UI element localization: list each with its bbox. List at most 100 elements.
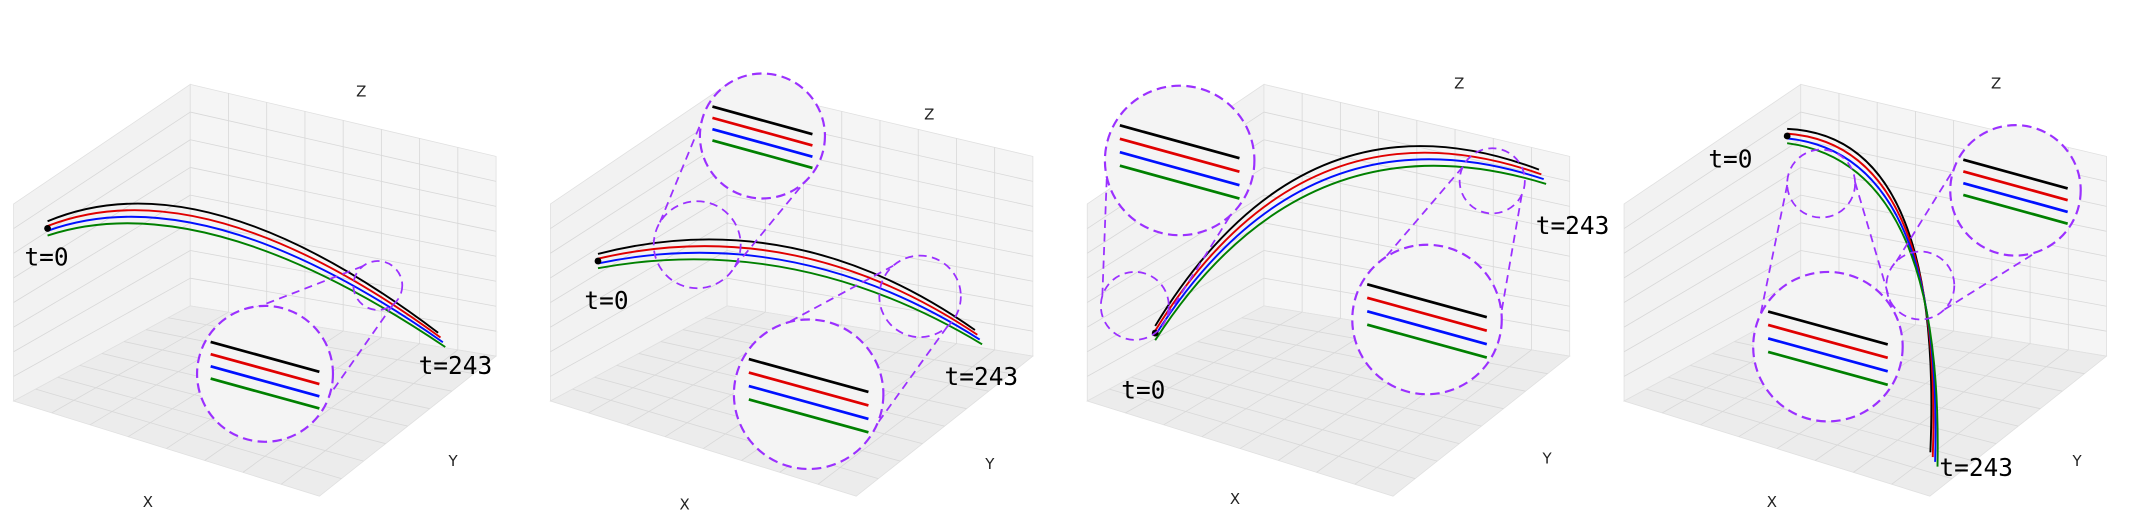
end-label: t=243 — [945, 362, 1019, 391]
zoom-lens — [1351, 243, 1503, 396]
axis-label: X — [143, 493, 153, 511]
zoom-trajectory — [1962, 158, 2069, 190]
trajectory — [597, 238, 976, 331]
zoom-lens — [1949, 124, 2082, 257]
end-label: t=243 — [419, 351, 493, 380]
grid-line — [1623, 194, 1801, 303]
zoom-connector — [733, 167, 817, 268]
grid-line — [1623, 222, 1801, 328]
grid-line — [1853, 343, 2031, 473]
grid-line — [13, 139, 191, 254]
trajectory — [1154, 158, 1545, 336]
grid-line — [1087, 277, 1265, 377]
grid-line — [1814, 336, 1993, 461]
zoom-source — [1786, 148, 1856, 219]
grid-line — [550, 139, 728, 254]
zoom-trajectory — [210, 365, 320, 398]
grid-line — [1087, 194, 1265, 303]
grid-line — [1197, 341, 1504, 410]
zoom-trajectory — [1119, 137, 1240, 173]
grid-line — [190, 277, 497, 332]
grid-line — [550, 194, 728, 303]
zoom-lens — [195, 304, 335, 443]
trajectory — [1787, 137, 1937, 462]
zoom-trajectory — [1366, 323, 1488, 359]
zoom-trajectory — [748, 371, 869, 407]
zoom-trajectory — [1119, 150, 1240, 187]
zoom-connector — [659, 103, 710, 223]
panel: t=0 t=243 X Y Z — [549, 72, 1034, 514]
zoom-trajectory — [712, 116, 813, 147]
zoom-trajectory — [748, 384, 869, 421]
grid-line — [1623, 111, 1801, 229]
panel: t=0 t=243 X Y Z — [12, 83, 498, 511]
zoom-trajectory — [1366, 309, 1488, 346]
zoom-trajectory — [1962, 170, 2069, 202]
start-label: t=0 — [1121, 376, 1165, 405]
axis-label: X — [1767, 493, 1777, 511]
grid-line — [1354, 349, 1532, 485]
zoom-source — [352, 260, 404, 311]
zoom-trajectory — [1767, 323, 1889, 360]
grid-line — [280, 349, 459, 485]
grid-line — [550, 277, 728, 377]
axis-label: Y — [984, 455, 995, 473]
grid-line — [1891, 349, 2069, 485]
zoom-lens — [1103, 84, 1256, 237]
zoom-trajectory — [210, 377, 320, 410]
start-label: t=0 — [24, 242, 68, 271]
zoom-trajectory — [210, 340, 320, 374]
grid-line — [13, 194, 191, 303]
trajectory — [1787, 132, 1935, 458]
trajectory — [47, 202, 439, 334]
trajectory — [1154, 151, 1542, 332]
trajectory — [1154, 164, 1547, 341]
panel: t=0 t=243 X Y Z — [1086, 74, 1609, 508]
zoom-source — [1099, 271, 1170, 341]
zoom-trajectory — [1767, 310, 1889, 346]
axis-label: Y — [447, 452, 458, 470]
zoom-trajectory — [748, 398, 869, 434]
grid-line — [190, 222, 497, 282]
grid-line — [13, 167, 191, 279]
axis-label: Z — [1454, 74, 1464, 92]
grid-line — [817, 349, 995, 485]
axis-label: Z — [924, 106, 934, 124]
grid-line — [13, 111, 191, 229]
trajectory — [597, 245, 978, 336]
axis-label: Z — [356, 83, 366, 101]
grid-line — [1623, 167, 1801, 279]
zoom-trajectory — [1366, 283, 1488, 319]
start-label: t=0 — [1708, 144, 1752, 173]
grid-line — [1623, 139, 1801, 254]
zoom-trajectory — [1119, 164, 1240, 200]
zoom-lens — [698, 72, 827, 200]
axis-label: X — [680, 496, 690, 514]
zoom-trajectory — [748, 357, 869, 394]
zoom-trajectory — [1767, 350, 1889, 387]
axis-label: Y — [2072, 452, 2083, 470]
start-point — [594, 257, 602, 265]
grid-line — [13, 250, 191, 353]
zoom-trajectory — [712, 105, 813, 136]
zoom-trajectory — [1962, 193, 2069, 225]
grid-line — [727, 222, 1033, 282]
start-point — [1783, 132, 1791, 140]
zoom-source — [652, 200, 742, 290]
grid-line — [190, 250, 497, 307]
grid-line — [550, 250, 728, 353]
zoom-trajectory — [712, 139, 813, 170]
axis-label: X — [1230, 490, 1240, 508]
zoom-trajectory — [1767, 337, 1889, 373]
zoom-lens — [1752, 270, 1904, 423]
grid-line — [13, 222, 191, 328]
trajectory — [47, 222, 446, 348]
grid-line — [1175, 353, 1482, 427]
grid-line — [727, 277, 1033, 332]
grid-line — [550, 167, 728, 279]
zoom-lens — [732, 318, 885, 471]
zoom-trajectory — [210, 352, 320, 386]
grid-line — [13, 277, 191, 377]
zoom-source — [878, 254, 962, 339]
start-point — [44, 225, 51, 232]
